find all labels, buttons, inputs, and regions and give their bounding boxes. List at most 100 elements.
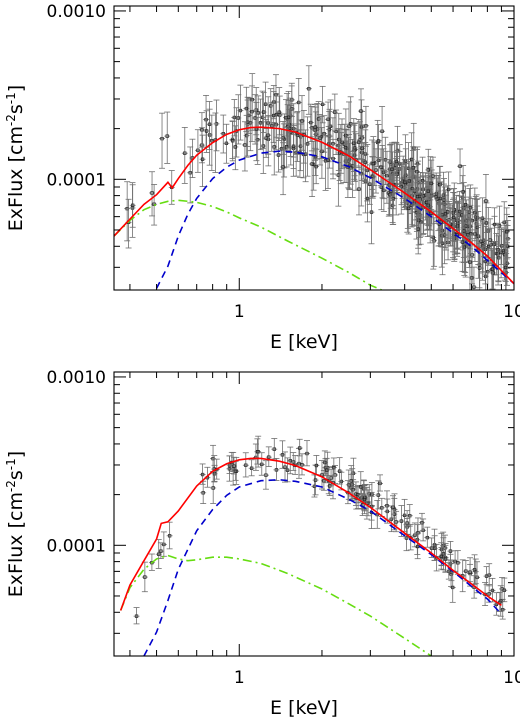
data-point (380, 170, 387, 212)
data-point (282, 451, 289, 483)
data-point (437, 181, 444, 216)
data-point (280, 142, 287, 196)
data-point (498, 227, 505, 265)
data-point (401, 498, 408, 532)
data-point (351, 123, 358, 177)
y-tick-label: 0.0010 (47, 368, 106, 388)
data-point (303, 440, 310, 467)
data-point (319, 85, 326, 124)
data-point (200, 480, 207, 504)
data-point (133, 607, 140, 625)
data-point (290, 125, 297, 170)
x-axis-label: E [keV] (270, 697, 338, 719)
data-point (398, 162, 405, 215)
data-point (501, 577, 508, 603)
data-point (255, 435, 262, 468)
data-point (287, 446, 294, 475)
soft-component-curve (119, 554, 432, 656)
y-axis-ticks (114, 376, 514, 634)
data-point (405, 184, 412, 235)
data-point (476, 246, 483, 290)
data-point (483, 566, 490, 586)
data-point (287, 104, 294, 166)
data-point (393, 142, 400, 181)
data-point (471, 187, 478, 242)
data-point (401, 159, 408, 208)
data-point (232, 125, 239, 171)
data-point (203, 95, 210, 148)
plot-frame (113, 371, 515, 657)
data-point (442, 544, 449, 573)
data-point (210, 471, 217, 504)
data-point (229, 121, 236, 162)
x-tick-label: 1 (234, 302, 245, 322)
data-point (326, 111, 333, 149)
x-axis-ticks (129, 372, 515, 656)
data-point (361, 484, 368, 515)
data-point (304, 116, 311, 177)
data-point (450, 188, 457, 241)
data-point (267, 88, 274, 124)
data-point (325, 135, 332, 189)
data-point (124, 181, 131, 242)
x-tick-label: 1 (234, 668, 245, 688)
data-point (352, 481, 359, 506)
data-point (424, 526, 431, 548)
data-point (198, 112, 205, 148)
data-point (248, 459, 255, 477)
data-point (449, 571, 456, 603)
data-point (284, 457, 291, 483)
data-point (265, 116, 272, 155)
data-point (414, 177, 421, 217)
data-point (313, 149, 320, 185)
data-point (431, 535, 438, 561)
y-tick-label: 0.0001 (47, 536, 106, 556)
data-point (249, 85, 256, 143)
data-point (321, 115, 328, 153)
x-axis-ticks (129, 6, 515, 290)
data-point (457, 148, 464, 185)
y-tick-label: 0.0010 (47, 2, 106, 22)
data-point (438, 542, 445, 570)
data-point (454, 550, 461, 575)
data-point (418, 512, 425, 532)
data-point (404, 510, 411, 536)
x-axis-label: E [keV] (270, 331, 338, 353)
x-tick-label: 10 (503, 668, 520, 688)
data-point (445, 171, 452, 208)
data-point (459, 216, 466, 272)
data-point (329, 117, 336, 175)
data-point (390, 495, 397, 519)
data-point (362, 105, 369, 147)
data-point (495, 222, 502, 282)
data-point (378, 497, 385, 517)
data-point (223, 123, 230, 164)
data-point (213, 99, 220, 152)
data-point (438, 208, 445, 268)
data-point (454, 201, 461, 255)
data-point (430, 210, 437, 270)
data-points (124, 65, 511, 290)
data-point (271, 438, 278, 460)
data-point (482, 240, 489, 285)
data-point (377, 474, 384, 492)
data-point (164, 111, 171, 164)
hard-component-curve (155, 150, 514, 289)
data-point (312, 464, 319, 496)
top-panel: 1 10 0.0001 0.0010 E [keV] ExFlux [cm-2s-1] (4, 2, 520, 353)
data-point (383, 490, 390, 521)
data-point (420, 175, 427, 218)
data-point (199, 134, 206, 188)
data-point (230, 456, 237, 475)
data-point (442, 191, 449, 239)
data-point (242, 452, 249, 478)
data-points (133, 435, 508, 625)
y-axis-label: ExFlux [cm-2s-1] (4, 451, 27, 597)
data-point (345, 469, 352, 500)
data-point (479, 197, 486, 241)
data-point (211, 455, 218, 483)
data-point (375, 480, 382, 510)
data-point (271, 122, 278, 176)
data-point (414, 533, 421, 560)
data-point (220, 114, 227, 154)
